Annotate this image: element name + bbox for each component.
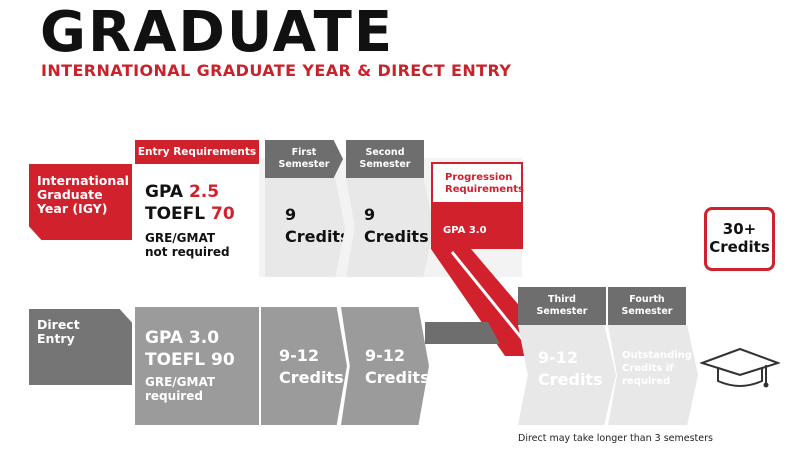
toefl-label: TOEFL [145,204,206,224]
fourth-semester-note: Outstanding Credits if required [608,325,698,425]
direct-semester-2: 9-12 Credits [341,307,429,425]
total-line: Credits [709,238,770,256]
note-line: Credits if [622,363,674,374]
progression-diagonal-stripe [450,251,530,347]
toefl-value: 70 [211,204,235,224]
heading-line: Fourth [629,294,665,305]
igy-gre-note: GRE/GMAT not required [145,231,259,259]
direct-label-line: Entry [37,331,75,346]
first-semester-credits: 9 Credits [265,178,345,277]
gpa-value: 2.5 [188,182,220,202]
footnote: Direct may take longer than 3 semesters [518,433,713,444]
first-semester-heading: First Semester [265,140,343,178]
direct-entry-label: Direct Entry [29,309,132,385]
igy-label-line: International [37,173,129,188]
page-subtitle: INTERNATIONAL GRADUATE YEAR & DIRECT ENT… [41,61,512,80]
graduation-cap-icon [700,347,780,388]
fourth-semester-heading: Fourth Semester [608,287,686,325]
direct-semester-1: 9-12 Credits [261,307,347,425]
igy-label: International Graduate Year (IGY) [29,164,132,240]
heading-line: Third [548,294,576,305]
heading-line: Progression [445,172,513,183]
note-line: required [145,389,203,403]
total-credits-badge: 30+ Credits [704,207,775,271]
credits-value: 9 [364,205,376,224]
direct-connector-band [425,322,500,344]
heading-line: Semester [278,159,330,170]
igy-entry-requirements: GPA 2.5 TOEFL 70 GRE/GMAT not required [135,164,259,277]
credits-value: 9-12 [279,346,320,365]
igy-label-line: Year (IGY) [37,201,108,216]
note-line: GRE/GMAT [145,231,216,245]
heading-line: First [291,147,317,158]
igy-label-line: Graduate [37,187,103,202]
heading-line: Second [365,147,405,158]
second-semester-heading: Second Semester [346,140,424,178]
heading-line: Requirements [445,184,524,195]
credits-label: Credits [285,227,350,246]
total-line: 30+ [722,220,757,238]
heading-line: Semester [536,306,588,317]
heading-line: Semester [621,306,673,317]
credits-label: Credits [364,227,429,246]
third-semester-heading: Third Semester [518,287,606,325]
credits-label: Credits [538,370,603,389]
heading-line: Semester [359,159,411,170]
page-title: GRADUATE [40,0,395,65]
third-semester-credits: 9-12 Credits [518,325,616,425]
note-line: Outstanding [622,350,692,361]
credits-value: 9 [285,205,297,224]
direct-label-line: Direct [37,317,80,332]
note-line: not required [145,245,230,259]
progression-requirements-value: GPA 3.0 [431,202,523,249]
gpa-label: GPA [145,182,184,202]
credits-value: 9-12 [365,346,406,365]
credits-label: Credits [365,368,430,387]
credits-value: 9-12 [538,348,579,367]
direct-gre-note: GRE/GMAT required [145,375,259,403]
direct-toefl: TOEFL 90 [145,350,235,370]
igy-gpa: GPA 2.5 [145,181,259,203]
credits-label: Credits [279,368,344,387]
progression-requirements-heading: Progression Requirements [431,162,524,204]
entry-requirements-heading: Entry Requirements [135,140,259,164]
direct-entry-requirements: GPA 3.0 TOEFL 90 GRE/GMAT required [135,307,259,425]
direct-gpa: GPA 3.0 [145,328,220,348]
note-line: GRE/GMAT [145,375,216,389]
note-line: required [622,376,671,387]
second-semester-credits: 9 Credits [346,178,434,277]
igy-toefl: TOEFL 70 [145,203,259,225]
